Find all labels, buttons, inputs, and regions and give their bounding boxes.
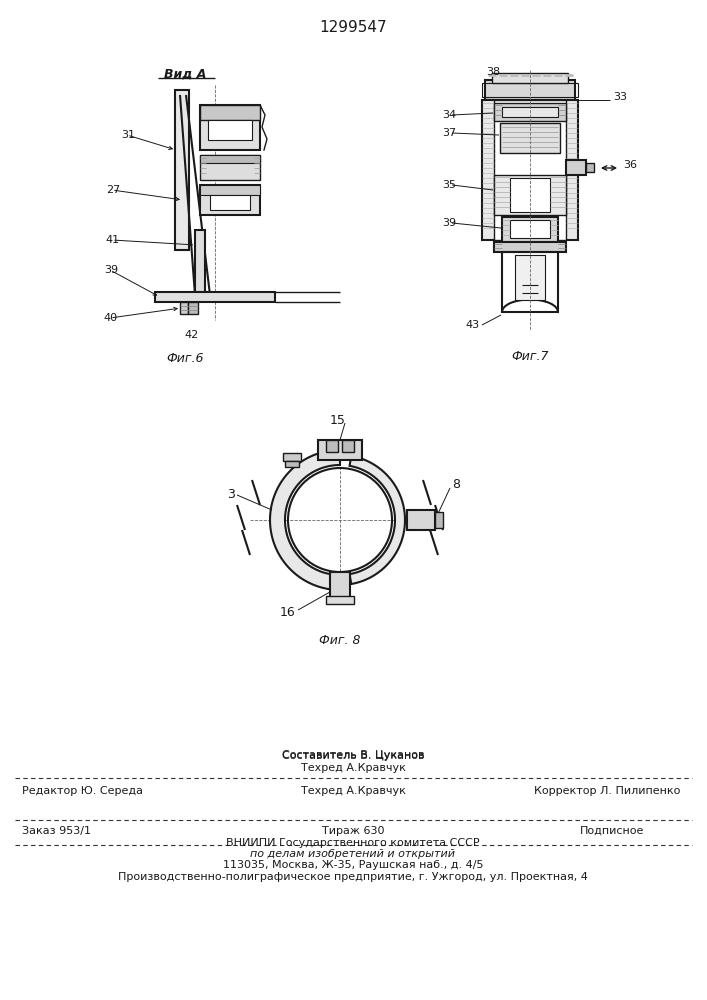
Text: Фиг.7: Фиг.7 [511, 350, 549, 363]
Text: Тираж 630: Тираж 630 [322, 826, 384, 836]
Text: 3: 3 [227, 488, 235, 502]
Text: Вид А: Вид А [164, 68, 206, 81]
Bar [155, 292, 275, 302]
Text: Редактор Ю. Середа: Редактор Ю. Середа [22, 786, 143, 796]
Bar [494, 175, 566, 215]
Text: Заказ 953/1: Заказ 953/1 [22, 826, 91, 836]
Text: 8: 8 [452, 479, 460, 491]
Bar [318, 440, 362, 460]
Bar [195, 230, 205, 295]
Bar [200, 155, 260, 163]
Text: Техред А.Кравчук: Техред А.Кравчук [300, 786, 405, 796]
Text: 1299547: 1299547 [319, 20, 387, 35]
Bar [500, 123, 560, 153]
Bar [482, 83, 578, 97]
Bar [285, 461, 299, 467]
Bar [502, 217, 558, 242]
Bar [586, 163, 594, 172]
Bar [494, 242, 566, 252]
Text: 43: 43 [466, 320, 480, 330]
Text: Корректор Л. Пилипенко: Корректор Л. Пилипенко [534, 786, 680, 796]
Bar [326, 596, 354, 604]
Bar [566, 160, 586, 175]
Bar [342, 440, 354, 452]
Text: 35: 35 [442, 180, 456, 190]
Bar [200, 185, 260, 195]
Bar [502, 107, 558, 117]
Text: 39: 39 [104, 265, 118, 275]
Text: 16: 16 [279, 605, 295, 618]
PathPatch shape [270, 450, 340, 590]
Text: по делам изобретений и открытий: по делам изобретений и открытий [250, 849, 455, 859]
Text: 33: 33 [613, 92, 627, 102]
Bar [435, 512, 443, 528]
Bar [510, 220, 550, 238]
Text: Составитель В. Цуканов: Составитель В. Цуканов [282, 750, 424, 760]
Text: 36: 36 [623, 160, 637, 170]
Bar [208, 120, 252, 140]
Bar [200, 155, 260, 180]
Bar [175, 90, 189, 250]
Bar [210, 195, 250, 210]
Text: Подписное: Подписное [580, 826, 644, 836]
Text: 37: 37 [442, 128, 456, 138]
Bar [188, 302, 198, 314]
Bar [502, 252, 558, 312]
Text: Фиг. 8: Фиг. 8 [320, 634, 361, 647]
PathPatch shape [349, 456, 405, 584]
Text: 41: 41 [106, 235, 120, 245]
Bar [326, 440, 338, 452]
Bar [492, 73, 568, 83]
Text: 40: 40 [104, 313, 118, 323]
Bar [200, 105, 260, 150]
Bar [510, 178, 550, 212]
Text: Фиг.6: Фиг.6 [166, 352, 204, 365]
Bar [283, 453, 301, 461]
Text: 42: 42 [185, 330, 199, 340]
Bar [180, 302, 188, 314]
Text: 38: 38 [486, 67, 500, 77]
Bar [200, 105, 260, 120]
Bar [482, 100, 578, 240]
Text: 113035, Москва, Ж-35, Раушская наб., д. 4/5: 113035, Москва, Ж-35, Раушская наб., д. … [223, 860, 484, 870]
Bar [330, 572, 350, 600]
Bar [407, 510, 435, 530]
Text: Составитель В. Цуканов: Составитель В. Цуканов [282, 751, 424, 761]
Bar [494, 100, 566, 240]
Text: Техред А.Кравчук: Техред А.Кравчук [300, 763, 405, 773]
Text: 27: 27 [106, 185, 120, 195]
Text: 34: 34 [442, 110, 456, 120]
Bar [485, 80, 575, 100]
Text: 15: 15 [330, 414, 346, 426]
Text: Производственно-полиграфическое предприятие, г. Ужгород, ул. Проектная, 4: Производственно-полиграфическое предприя… [118, 872, 588, 882]
Bar [515, 255, 545, 300]
Bar [200, 185, 260, 215]
Text: 31: 31 [121, 130, 135, 140]
Text: ВНИИПИ Государственного комитета СССР: ВНИИПИ Государственного комитета СССР [226, 838, 480, 848]
Bar [494, 103, 566, 121]
Text: 39: 39 [442, 218, 456, 228]
